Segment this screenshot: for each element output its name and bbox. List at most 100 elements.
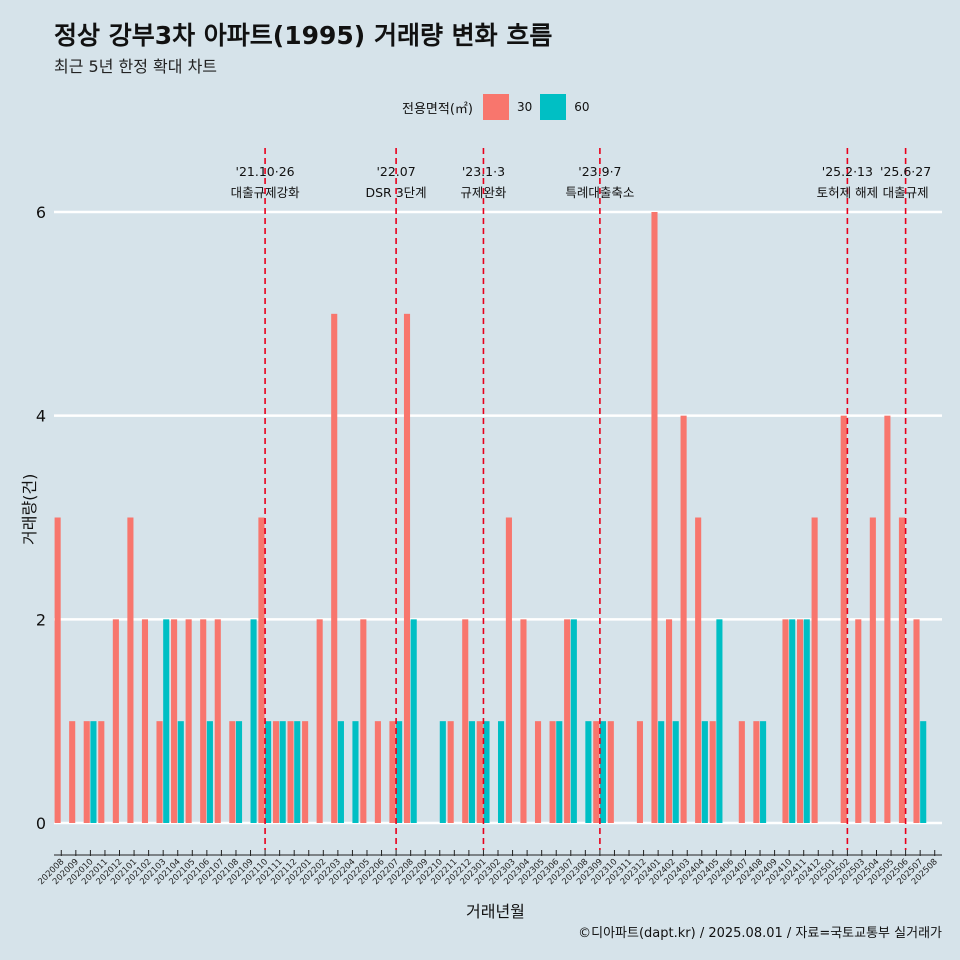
legend-label-60: 60	[574, 100, 590, 114]
legend-title: 전용면적(㎡)	[402, 101, 473, 117]
event-label-202309: 특례대출축소	[565, 185, 634, 200]
bar-60-202302	[498, 721, 505, 823]
bar-60-202408	[760, 721, 767, 823]
bar-30-202103	[156, 721, 163, 823]
event-date-202110: '21.10·26	[236, 164, 295, 179]
legend-item-60: 60	[540, 94, 590, 120]
bar-30-202307	[564, 619, 571, 823]
chart-title: 정상 강부3차 아파트(1995) 거래량 변화 흐름	[54, 21, 553, 50]
bar-60-202112	[294, 721, 301, 823]
bar-30-202009	[69, 721, 76, 823]
y-tick-label-6: 6	[36, 203, 46, 222]
bar-60-202402	[672, 721, 679, 823]
event-label-202502: 토허제 해제	[817, 185, 878, 200]
y-tick-label-4: 4	[36, 407, 46, 426]
bar-30-202201	[302, 721, 309, 823]
bar-60-202401	[658, 721, 665, 823]
bar-30-202408	[753, 721, 760, 823]
event-label-202207: DSR 3단계	[366, 185, 427, 200]
event-label-202506: 대출규제	[883, 185, 929, 200]
event-date-202301: '23.1·3	[462, 164, 505, 179]
bar-30-202206	[374, 721, 381, 823]
bar-30-202106	[200, 619, 207, 823]
bar-30-202205	[360, 619, 367, 823]
bar-30-202207	[389, 721, 396, 823]
bar-30-202303	[505, 517, 512, 823]
legend: 전용면적(㎡) 30 60	[402, 94, 598, 120]
bar-60-202108	[235, 721, 243, 823]
bar-30-202008	[54, 517, 61, 823]
bar-30-202502	[840, 415, 847, 823]
y-tick-label-0: 0	[36, 814, 46, 833]
bar-30-202407	[738, 721, 745, 823]
bar-60-202208	[410, 619, 417, 823]
bar-30-202305	[534, 721, 542, 823]
bar-30-202410	[782, 619, 789, 823]
bar-30-202412	[811, 517, 818, 823]
event-date-202506: '25.6·27	[880, 164, 931, 179]
legend-swatch-60	[540, 94, 567, 120]
x-axis-label: 거래년월	[466, 902, 525, 921]
bar-60-202309	[599, 721, 606, 823]
bar-30-202211	[447, 721, 454, 823]
bar-60-202111	[279, 721, 286, 823]
bar-30-202506	[898, 517, 906, 823]
bar-30-202411	[797, 619, 804, 823]
bar-30-202402	[665, 619, 673, 823]
bar-30-202403	[680, 415, 687, 823]
legend-swatch-30	[482, 94, 509, 120]
bar-30-202202	[316, 619, 323, 823]
bar-30-202111	[272, 721, 280, 823]
bar-60-202410	[789, 619, 796, 823]
source-caption: ©디아파트(dapt.kr) / 2025.08.01 / 자료=국토교통부 실…	[578, 926, 942, 941]
bar-30-202012	[112, 619, 119, 823]
bar-30-202104	[171, 619, 178, 823]
y-axis-label: 거래량(건)	[20, 473, 39, 545]
bar-60-202106	[206, 721, 213, 823]
bar-60-202405	[716, 619, 723, 823]
bar-30-202504	[869, 517, 876, 823]
legend-label-30: 30	[516, 100, 533, 114]
bar-60-202104	[177, 721, 184, 823]
bar-30-202306	[549, 721, 556, 823]
event-date-202502: '25.2·13	[822, 164, 873, 179]
bar-60-202207	[396, 721, 403, 823]
bar-60-202204	[352, 721, 359, 823]
bar-30-202404	[695, 517, 702, 823]
legend-item-30: 30	[482, 94, 533, 120]
bar-60-202010	[90, 721, 97, 823]
bar-30-202011	[98, 721, 105, 823]
bar-60-202307	[570, 619, 577, 823]
bar-30-202309	[593, 721, 600, 823]
bar-30-202505	[884, 415, 891, 823]
bar-60-202411	[803, 619, 810, 823]
bar-30-202312	[636, 721, 643, 823]
bar-30-202203	[331, 313, 338, 823]
y-tick-label-2: 2	[36, 610, 46, 629]
bar-60-202507	[920, 721, 927, 823]
bar-30-202101	[127, 517, 134, 823]
bar-30-202010	[83, 721, 90, 823]
bar-60-202212	[468, 721, 475, 823]
event-date-202309: '23.9·7	[578, 164, 621, 179]
bar-30-202503	[855, 619, 862, 823]
bar-30-202405	[709, 721, 716, 823]
bar-60-202306	[556, 721, 563, 823]
bar-60-202210	[439, 721, 446, 823]
bar-60-202103	[163, 619, 170, 823]
bar-30-202304	[520, 619, 527, 823]
bar-30-202208	[403, 313, 411, 823]
bar-30-202105	[185, 619, 192, 823]
bar-30-202112	[287, 721, 294, 823]
bar-60-202308	[585, 721, 592, 823]
bar-30-202212	[462, 619, 469, 823]
bar-60-202404	[701, 721, 708, 823]
bar-60-202109	[250, 619, 257, 823]
bar-60-202110	[265, 721, 272, 823]
bar-30-202108	[229, 721, 236, 823]
bar-30-202102	[141, 619, 149, 823]
bar-30-202107	[214, 619, 221, 823]
bar-30-202401	[651, 212, 658, 823]
chart-subtitle: 최근 5년 한정 확대 차트	[54, 57, 218, 76]
